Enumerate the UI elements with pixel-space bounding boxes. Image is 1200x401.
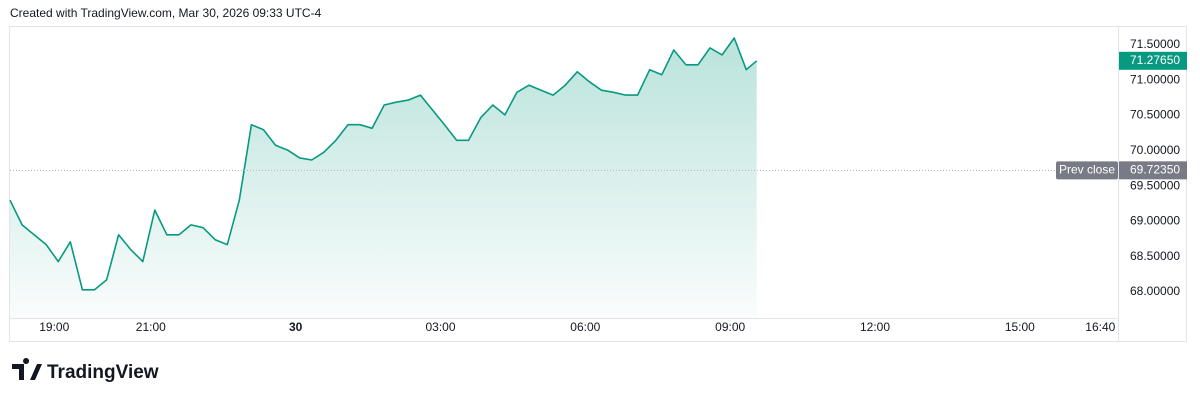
x-tick-label: 16:40 — [1085, 320, 1115, 334]
last-price-label: 71.27650 — [1130, 53, 1180, 67]
y-tick-label: 68.50000 — [1130, 249, 1180, 263]
prev-close-value-tag — [1119, 161, 1187, 180]
y-tick-label: 71.50000 — [1130, 37, 1180, 51]
x-tick-label: 30 — [289, 320, 303, 334]
x-tick-label: 06:00 — [570, 320, 600, 334]
frame — [9, 26, 1187, 342]
prev-close-tag — [1056, 161, 1118, 180]
brand: TradingView — [47, 362, 159, 383]
x-tick-label: 21:00 — [136, 320, 166, 334]
y-tick-label: 71.00000 — [1130, 72, 1180, 86]
x-tick-label: 15:00 — [1005, 320, 1035, 334]
x-tick-label: 19:00 — [39, 320, 69, 334]
y-tick-label: 69.50000 — [1130, 178, 1180, 192]
y-tick-label: 69.00000 — [1130, 214, 1180, 228]
chart-title: Created with TradingView.com, Mar 30, 20… — [10, 6, 322, 20]
price-line — [9, 37, 758, 291]
prev-close-name: Prev close — [1059, 163, 1115, 177]
last-price-tag — [1119, 51, 1187, 70]
x-tick-label: 12:00 — [860, 320, 890, 334]
y-tick-label: 70.00000 — [1130, 143, 1180, 157]
x-tick-label: 09:00 — [715, 320, 745, 334]
x-tick-label: 03:00 — [425, 320, 455, 334]
y-tick-label: 70.50000 — [1130, 108, 1180, 122]
logo-icon — [12, 358, 42, 380]
y-tick-label: 68.00000 — [1130, 284, 1180, 298]
prev-close-value: 69.72350 — [1130, 163, 1180, 177]
logo: TradingView — [12, 358, 159, 383]
area — [10, 38, 757, 318]
